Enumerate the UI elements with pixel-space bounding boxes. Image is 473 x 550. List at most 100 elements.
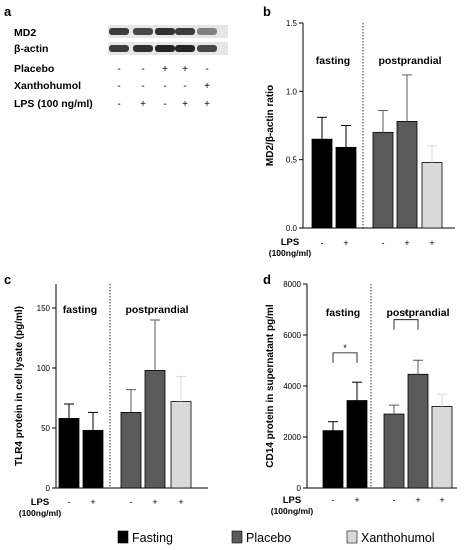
legend-swatch: [231, 530, 243, 544]
blot-band: [133, 28, 153, 35]
bar: [407, 373, 429, 489]
significance-mark: *: [343, 343, 347, 353]
y-tick-label: 1.5: [286, 19, 298, 28]
bar: [311, 138, 333, 229]
lps-concentration: (100ng/ml): [19, 508, 62, 518]
legend-label: Xanthohumol: [361, 531, 435, 545]
bar: [421, 161, 443, 229]
legend: Fasting Placebo Xanthohumol: [117, 530, 435, 545]
blot-band: [109, 45, 129, 52]
lps-sign: -: [332, 495, 335, 505]
lps-sign: +: [439, 495, 444, 505]
panel-label-c: c: [4, 272, 11, 287]
chart-md2-ratio: 0.0 0.5 1.0 1.5 MD2/β-actin ratio fasting post…: [265, 19, 455, 258]
significance-bracket: [393, 319, 419, 330]
blot-sign: -: [117, 81, 120, 92]
blot-sign: -: [141, 64, 144, 75]
lps-sign: -: [68, 497, 71, 507]
blot-band: [197, 28, 217, 35]
group-label-postprandial: postprandial: [386, 307, 449, 319]
legend-label: Fasting: [132, 531, 173, 545]
lps-concentration: (100ng/ml): [271, 506, 314, 516]
lps-sign: +: [415, 495, 420, 505]
blot-sign: -: [205, 64, 208, 75]
bar: [396, 121, 418, 229]
y-axis-title: MD2/β-actin ratio: [265, 85, 276, 166]
blot-row-label: β-actin: [14, 43, 48, 55]
lps-sign: +: [343, 238, 348, 248]
blot-row-label: Xanthohumol: [14, 80, 81, 92]
bar: [383, 413, 405, 489]
blot-sign: +: [182, 99, 188, 110]
blot-band: [109, 28, 129, 35]
lps-label: LPS: [31, 497, 49, 508]
y-axis-title: CD14 protein in supernatant pg/ml: [265, 304, 276, 468]
lps-sign: +: [152, 497, 157, 507]
y-tick-label: 0: [46, 484, 51, 493]
blot-sign: -: [117, 64, 120, 75]
blot-sign: +: [162, 64, 168, 75]
bar: [335, 146, 357, 229]
bar: [322, 430, 344, 489]
blot-sign: -: [141, 81, 144, 92]
blot-row-label: MD2: [14, 27, 36, 39]
lps-sign: -: [130, 497, 133, 507]
bar: [58, 417, 80, 489]
y-tick-label: 8000: [283, 280, 301, 289]
group-label-postprandial: postprandial: [378, 55, 441, 67]
y-tick-label: 0.0: [286, 224, 298, 233]
blot-band: [155, 45, 175, 52]
lps-sign: +: [429, 238, 434, 248]
blot-row-label: LPS (100 ng/ml): [14, 98, 93, 110]
chart-cd14: 0 2000 4000 6000 8000 CD14 protein in superna…: [265, 280, 457, 516]
lps-sign: +: [354, 495, 359, 505]
y-tick-label: 150: [37, 304, 51, 313]
blot-sign: -: [163, 81, 166, 92]
panel-label-b: b: [263, 4, 271, 19]
blot-band: [175, 28, 195, 35]
blot-sign: -: [163, 99, 166, 110]
significance-bracket: [332, 352, 358, 363]
blot-band: [133, 45, 153, 52]
y-tick-label: 0.5: [286, 156, 298, 165]
blot-sign: +: [182, 64, 188, 75]
bar: [170, 401, 192, 489]
group-label-fasting: fasting: [63, 304, 97, 316]
legend-label: Placebo: [246, 531, 291, 545]
lps-sign: +: [90, 497, 95, 507]
y-tick-label: 2000: [283, 433, 301, 442]
group-label-postprandial: postprandial: [125, 304, 188, 316]
bar: [120, 411, 142, 489]
lps-sign: -: [393, 495, 396, 505]
lps-sign: +: [404, 238, 409, 248]
blot-row-label: Placebo: [14, 63, 54, 75]
blot-sign: +: [204, 99, 210, 110]
group-label-fasting: fasting: [326, 307, 360, 319]
y-axis-title: TLR4 protein in cell lysate (pg/ml): [14, 306, 25, 466]
blot-sign: -: [117, 99, 120, 110]
chart-tlr4: 0 50 100 150 TLR4 protein in cell lysate (pg…: [14, 284, 208, 518]
lps-label: LPS: [281, 237, 299, 248]
significance-mark: *: [404, 310, 408, 320]
lps-sign: -: [382, 238, 385, 248]
panel-label-a: a: [4, 4, 12, 19]
blot-sign: +: [204, 81, 210, 92]
bar: [144, 369, 166, 489]
blot-band: [197, 45, 217, 52]
lps-concentration: (100ng/ml): [269, 248, 312, 258]
group-label-fasting: fasting: [316, 55, 350, 67]
lps-sign: +: [178, 497, 183, 507]
y-tick-label: 100: [37, 364, 51, 373]
legend-swatch: [346, 530, 358, 544]
blot-sign: -: [183, 81, 186, 92]
bar: [82, 429, 104, 489]
blot-band: [175, 45, 195, 52]
bar: [431, 405, 453, 489]
y-tick-label: 6000: [283, 331, 301, 340]
y-tick-label: 4000: [283, 382, 301, 391]
legend-swatch: [117, 530, 129, 544]
blot-band: [155, 28, 175, 35]
bar: [372, 131, 394, 229]
lps-sign: -: [321, 238, 324, 248]
